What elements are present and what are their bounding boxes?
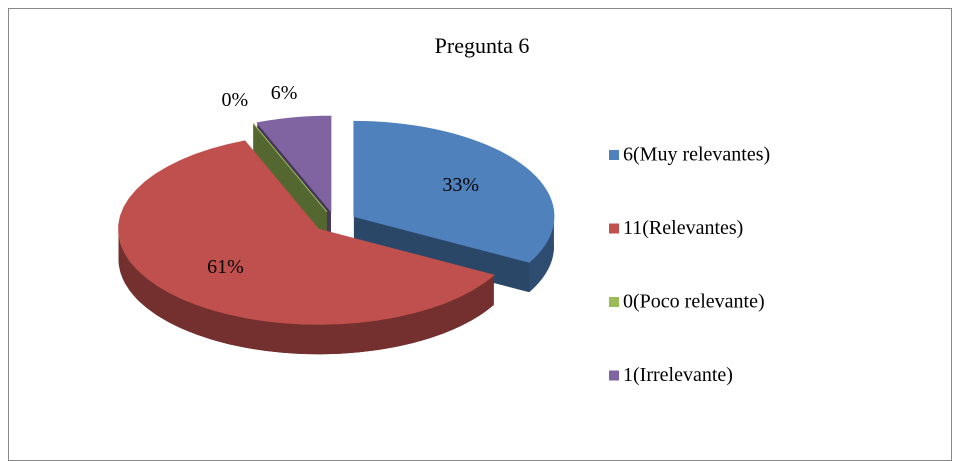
legend-label: 0(Poco relevante) bbox=[623, 291, 765, 313]
slice bbox=[252, 123, 328, 213]
legend-label: 1(Irrelevante) bbox=[623, 364, 733, 386]
data-label: 0% bbox=[222, 89, 249, 111]
legend-swatch bbox=[609, 297, 619, 307]
legend-label: 6(Muy relevantes) bbox=[623, 144, 770, 166]
slice-outer-wall bbox=[118, 229, 494, 355]
legend-swatch bbox=[609, 223, 619, 234]
legend-swatch bbox=[609, 150, 619, 160]
slice-outer-wall bbox=[529, 216, 554, 293]
slice bbox=[256, 115, 332, 213]
data-label: 33% bbox=[442, 174, 479, 196]
legend-swatch bbox=[609, 370, 619, 381]
slice bbox=[118, 140, 495, 325]
legend-label: 11(Relevantes) bbox=[623, 217, 743, 239]
chart-title: Pregunta 6 bbox=[435, 33, 530, 58]
slice bbox=[353, 120, 555, 263]
slice-cut-wall bbox=[253, 123, 327, 242]
data-label: 61% bbox=[207, 256, 244, 278]
data-label: 6% bbox=[271, 82, 298, 104]
